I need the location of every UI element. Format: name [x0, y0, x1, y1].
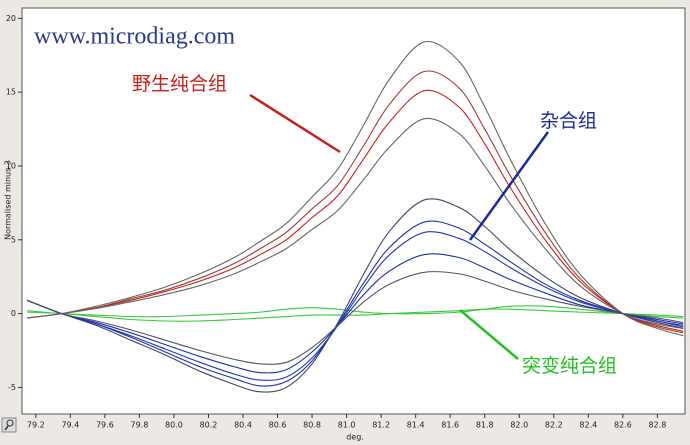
- y-tick-label: -5: [8, 383, 16, 392]
- x-tick-label: 80.2: [200, 421, 218, 430]
- y-tick-label: 10: [6, 161, 16, 170]
- zoom-handle: [4, 425, 9, 431]
- y-tick-label: 20: [6, 14, 16, 23]
- x-tick-label: 82.8: [648, 421, 666, 430]
- x-axis-label: deg.: [346, 433, 364, 442]
- annotation-arrow: [459, 309, 519, 360]
- x-tick-label: 81.8: [476, 421, 494, 430]
- x-tick-label: 81.2: [372, 421, 390, 430]
- curve: [26, 198, 684, 393]
- x-tick-label: 81.6: [441, 421, 459, 430]
- x-tick-label: 81.0: [338, 421, 356, 430]
- x-tick-label: 80.4: [234, 421, 252, 430]
- y-tick-label: 5: [11, 235, 16, 244]
- x-tick-label: 82.6: [614, 421, 632, 430]
- x-tick-label: 79.6: [96, 421, 114, 430]
- curve: [26, 220, 684, 387]
- annotation: 突变纯合组: [522, 355, 617, 377]
- x-tick-label: 82.2: [545, 421, 563, 430]
- zoom-glass: [6, 419, 14, 427]
- annotation-arrow: [468, 131, 550, 241]
- annotation: 野生纯合组: [132, 73, 227, 95]
- x-tick-label: 82.4: [579, 421, 597, 430]
- x-tick-label: 81.4: [407, 421, 425, 430]
- x-tick-label: 79.8: [131, 421, 149, 430]
- annotation: 杂合组: [540, 110, 597, 132]
- curve: [27, 89, 684, 332]
- watermark: www.microdiag.com: [34, 24, 235, 50]
- zoom-icon[interactable]: [1, 417, 17, 433]
- curve: [26, 231, 684, 381]
- curve: [26, 271, 684, 365]
- curve: [27, 117, 684, 329]
- x-tick-label: 79.2: [27, 421, 45, 430]
- curve: [27, 40, 684, 337]
- curve: [27, 70, 684, 334]
- x-tick-label: 80.0: [165, 421, 183, 430]
- y-axis-label: Normalised minus 3: [4, 160, 13, 240]
- x-tick-label: 80.8: [303, 421, 321, 430]
- x-tick-label: 79.4: [61, 421, 79, 430]
- y-tick-label: 15: [6, 88, 16, 97]
- plot-area: [21, 7, 686, 415]
- curve: [27, 308, 684, 322]
- curve: [27, 305, 684, 319]
- x-tick-label: 82.0: [510, 421, 528, 430]
- curve: [26, 253, 684, 374]
- annotation-arrow: [249, 93, 341, 154]
- x-tick-label: 80.6: [269, 421, 287, 430]
- y-tick-label: 0: [11, 309, 16, 318]
